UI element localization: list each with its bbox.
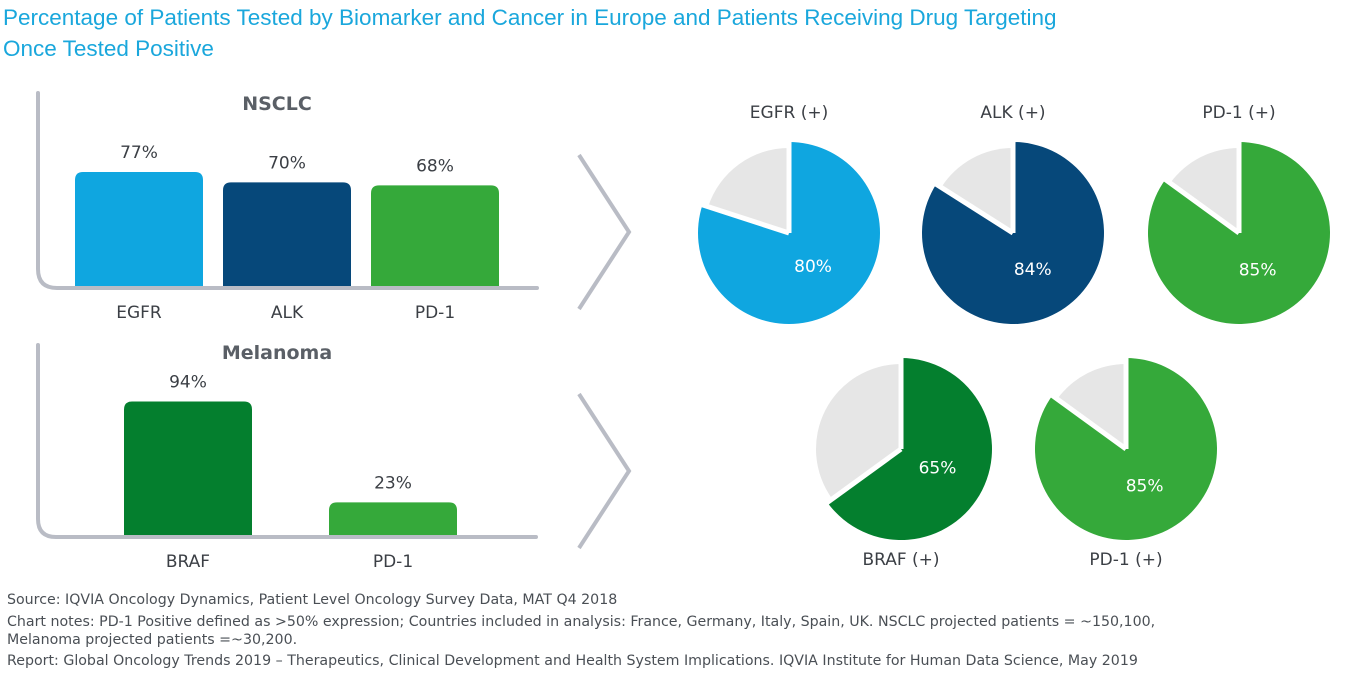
nsclc-bar-value-label: 70% <box>268 153 306 173</box>
melanoma-panel-title: Melanoma <box>222 342 332 364</box>
melanoma-pie-remainder-slice <box>816 364 901 499</box>
melanoma-pie-category-label: BRAF (+) <box>862 550 939 570</box>
nsclc-bar-value-label: 77% <box>120 143 158 163</box>
nsclc-pie-separator <box>699 201 790 236</box>
melanoma-pie-value-label: 65% <box>919 459 957 479</box>
nsclc-bar-chart: 77% EGFR 70% ALK 68% PD-1 <box>75 143 499 323</box>
melanoma-pie-category-label: PD-1 (+) <box>1089 550 1162 570</box>
nsclc-bar-value-label: 68% <box>416 156 454 176</box>
nsclc-pie-value-label: 84% <box>1014 260 1052 280</box>
nsclc-pie-value-label: 80% <box>794 257 832 277</box>
melanoma-pie-slice-braf <box>827 358 992 540</box>
melanoma-chevron-icon <box>577 392 632 550</box>
melanoma-bar-chart: 94% BRAF 23% PD-1 <box>124 373 457 572</box>
nsclc-pie-separator <box>933 181 1015 236</box>
source-note: Source: IQVIA Oncology Dynamics, Patient… <box>7 592 618 608</box>
nsclc-bar-pd-1 <box>371 185 499 286</box>
melanoma-pie-separator <box>1049 392 1128 452</box>
nsclc-pie-value-label: 85% <box>1239 260 1277 280</box>
melanoma-bar-value-label: 94% <box>169 373 207 393</box>
nsclc-bar-alk <box>223 182 351 286</box>
nsclc-category-label: EGFR <box>116 303 162 323</box>
chart-notes-text: Chart notes: PD-1 Positive defined as >5… <box>7 613 1347 649</box>
melanoma-bar-braf <box>124 401 252 535</box>
nsclc-pie-separator <box>1162 176 1241 236</box>
chart-title-line-2: Once Tested Positive <box>3 36 214 61</box>
nsclc-pie-category-label: ALK (+) <box>980 103 1045 123</box>
chart-title: Percentage of Patients Tested by Biomark… <box>3 2 1303 64</box>
melanoma-pie-value-label: 85% <box>1126 476 1164 496</box>
nsclc-bar-egfr <box>75 172 203 286</box>
melanoma-category-label: PD-1 <box>373 552 413 572</box>
nsclc-pie-remainder-slice <box>941 148 1013 233</box>
melanoma-bar-value-label: 23% <box>374 473 412 493</box>
report-note: Report: Global Oncology Trends 2019 – Th… <box>7 653 1138 669</box>
melanoma-axis <box>36 343 538 539</box>
melanoma-pie-separator <box>824 446 903 506</box>
nsclc-pie-category-label: PD-1 (+) <box>1202 103 1275 123</box>
nsclc-axis <box>36 91 539 290</box>
nsclc-category-label: PD-1 <box>415 303 455 323</box>
chart-notes-line-1: Chart notes: PD-1 Positive defined as >5… <box>7 614 1156 630</box>
nsclc-pie-category-label: EGFR (+) <box>750 103 828 123</box>
chart-title-line-1: Percentage of Patients Tested by Biomark… <box>3 5 1057 30</box>
nsclc-category-label: ALK <box>271 303 304 323</box>
nsclc-pie-remainder-slice <box>1170 148 1239 233</box>
melanoma-pie-charts: 65% BRAF (+) 85% PD-1 (+) <box>816 356 1217 570</box>
melanoma-bar-pd-1 <box>329 502 457 535</box>
chart-notes-line-2: Melanoma projected patients =~30,200. <box>7 632 298 648</box>
melanoma-pie-remainder-slice <box>1057 364 1126 449</box>
chart-canvas: NSCLC Melanoma 77% EGFR 70% ALK 68% PD-1 94% B… <box>36 91 1330 572</box>
nsclc-pie-charts: 80% EGFR (+) 84% ALK (+) 85% PD-1 (+) <box>698 103 1330 324</box>
melanoma-category-label: BRAF <box>166 552 210 572</box>
nsclc-panel-title: NSCLC <box>242 93 312 115</box>
nsclc-chevron-icon <box>577 153 632 311</box>
chart-notes: Source: IQVIA Oncology Dynamics, Patient… <box>7 591 1347 674</box>
